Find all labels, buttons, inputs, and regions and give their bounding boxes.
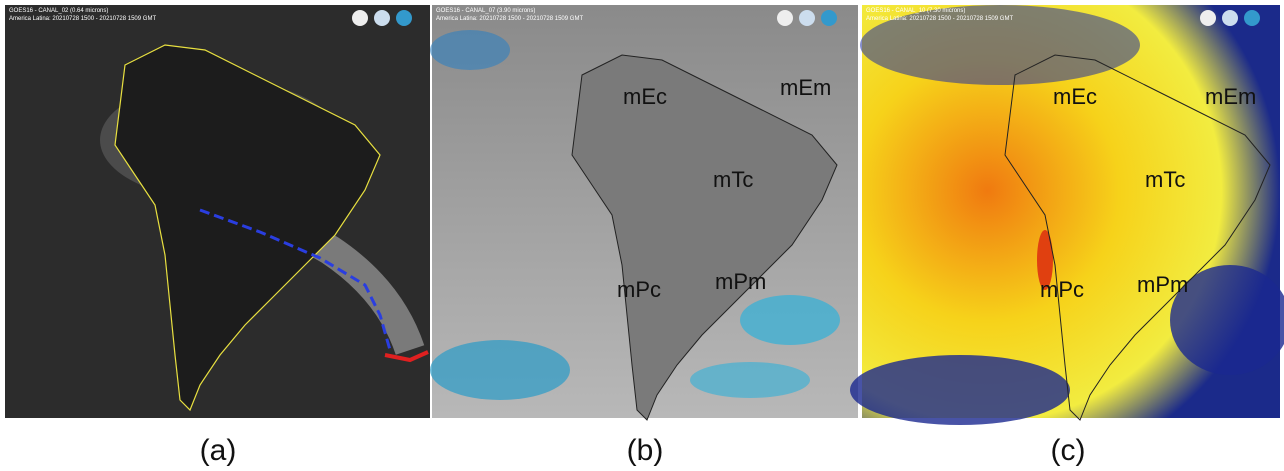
header-line: GOES16 - CANAL_10 (7.30 microns): [866, 8, 965, 14]
header-line: America Latina: 20210728 1500 - 20210728…: [866, 16, 1013, 22]
air-mass-label: mEm: [1205, 84, 1256, 109]
air-mass-label: mEc: [623, 84, 667, 109]
air-mass-label: mPm: [1137, 272, 1188, 297]
air-mass-label: mTc: [1145, 167, 1185, 192]
figure: GOES16 - CANAL_02 (0.64 microns) America…: [0, 0, 1284, 471]
header-line: GOES16 - CANAL_02 (0.64 microns): [9, 8, 108, 14]
panel-a: GOES16 - CANAL_02 (0.64 microns) America…: [5, 5, 430, 467]
caption: (c): [1051, 434, 1086, 467]
air-mass-label: mPc: [617, 277, 661, 302]
panel-b: GOES16 - CANAL_07 (3.90 microns) America…: [430, 5, 858, 467]
air-mass-label: mPc: [1040, 277, 1084, 302]
caption: (a): [200, 434, 237, 467]
air-mass-label: mPm: [715, 269, 766, 294]
air-mass-label: mTc: [713, 167, 753, 192]
air-mass-label: mEm: [780, 75, 831, 100]
header-line: America Latina: 20210728 1500 - 20210728…: [9, 16, 156, 22]
air-mass-label: mEc: [1053, 84, 1097, 109]
caption: (b): [627, 434, 664, 467]
header-line: GOES16 - CANAL_07 (3.90 microns): [436, 8, 535, 14]
header-line: America Latina: 20210728 1500 - 20210728…: [436, 16, 583, 22]
panel-c: GOES16 - CANAL_10 (7.30 microns) America…: [850, 5, 1284, 467]
